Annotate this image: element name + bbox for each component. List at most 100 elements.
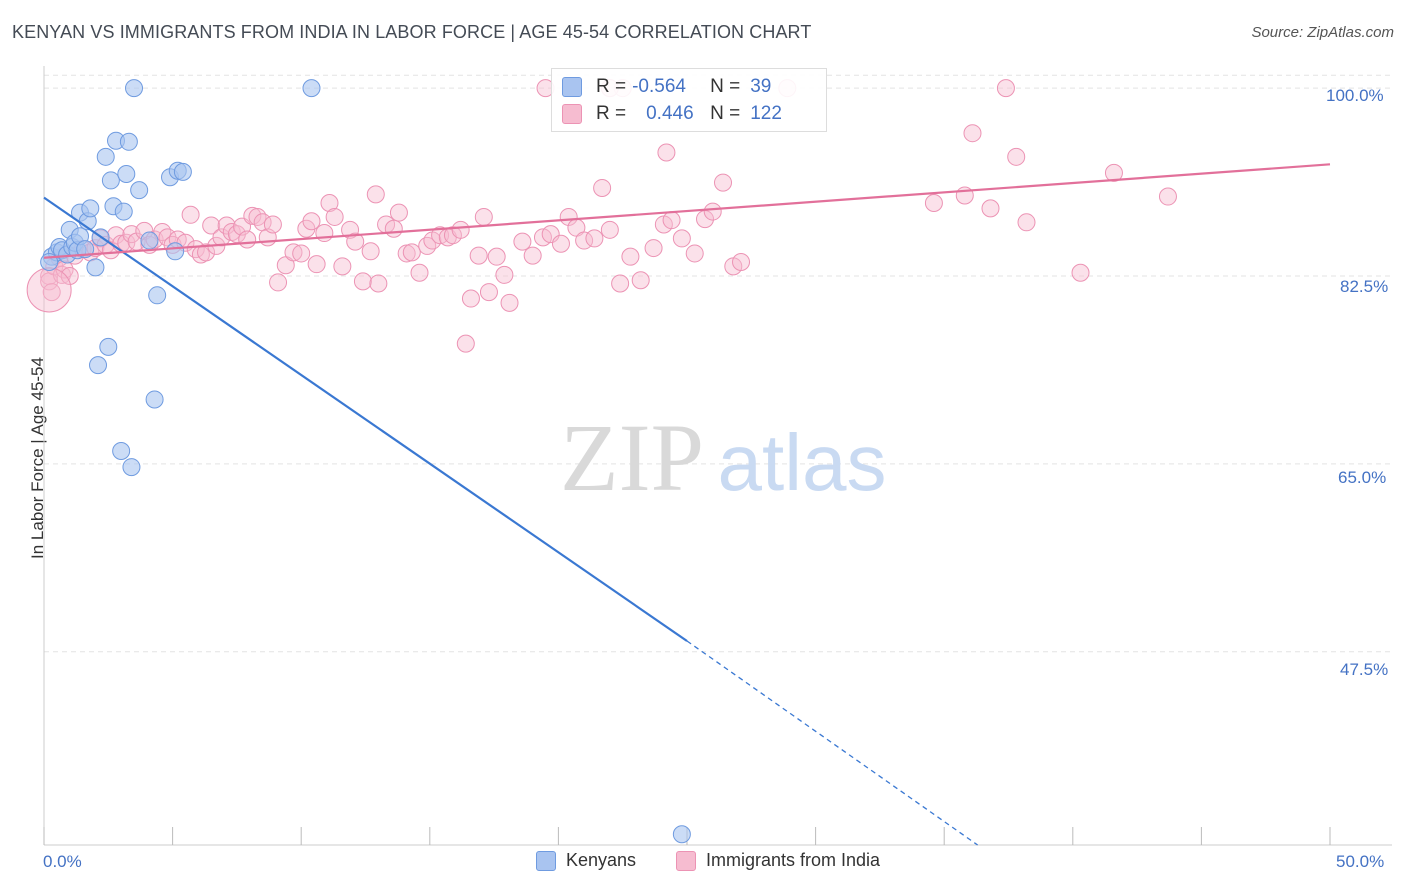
kenyan-point <box>122 458 141 477</box>
axes <box>43 66 1392 846</box>
watermark-atlas: atlas <box>718 418 887 507</box>
kenyan-point <box>112 441 131 460</box>
india-point <box>500 293 519 312</box>
india-point <box>631 271 650 290</box>
kenyan-point <box>140 231 159 250</box>
india-point <box>153 222 172 241</box>
r-label: R = <box>596 103 627 124</box>
india-point <box>418 236 437 255</box>
india-point <box>346 232 365 251</box>
r-value-india: 0.446 <box>646 103 694 124</box>
india-point <box>981 199 1000 218</box>
india-point <box>469 246 488 265</box>
india-point <box>410 263 429 282</box>
india-point <box>384 219 403 238</box>
kenyan-point <box>125 79 144 98</box>
india-point <box>366 185 385 204</box>
india-point <box>513 232 532 251</box>
gridlines <box>44 74 1392 653</box>
india-point <box>523 246 542 265</box>
n-label: N = <box>710 103 741 124</box>
india-point <box>42 283 61 302</box>
legend-kenyans-swatch <box>536 850 556 871</box>
x-tick-label-max: 50.0% <box>1336 852 1385 871</box>
india-point <box>1017 213 1036 232</box>
india-point <box>963 124 982 143</box>
kenyan-trend-extension <box>686 640 979 846</box>
kenyan-point <box>96 147 115 166</box>
india-point <box>703 202 722 221</box>
india-point <box>353 272 372 291</box>
y-tick-label: 82.5% <box>1340 277 1389 296</box>
kenyan-trend-line <box>43 196 688 642</box>
india-point <box>662 211 681 230</box>
n-label: N = <box>710 76 741 97</box>
india-point <box>361 242 380 261</box>
kenyan-point <box>99 337 118 356</box>
india-point <box>585 229 604 248</box>
r-label: R = <box>596 76 627 97</box>
india-point <box>292 244 311 263</box>
legend-item-india[interactable]: Immigrants from India <box>676 850 880 871</box>
india-point <box>474 207 493 226</box>
india-point <box>60 266 79 285</box>
india-point <box>431 226 450 245</box>
india-point <box>685 244 704 263</box>
india-point <box>657 143 676 162</box>
india-point <box>593 178 612 197</box>
kenyan-point <box>145 390 164 409</box>
india-point <box>325 207 344 226</box>
india-point <box>307 255 326 274</box>
india-point <box>456 334 475 353</box>
kenyan-point <box>302 79 321 98</box>
stats-row-india: R = 0.446 N = 122 <box>562 102 782 126</box>
watermark: ZIP atlas <box>560 404 886 511</box>
india-swatch <box>562 104 582 124</box>
india-point <box>302 212 321 231</box>
watermark-zip: ZIP <box>560 404 704 511</box>
india-trend-line <box>43 163 1331 259</box>
trend-lines <box>43 163 1331 846</box>
y-tick-label: 65.0% <box>1338 468 1387 487</box>
india-point <box>53 265 72 284</box>
correlation-stats-box: R = -0.564 N = 39 R = 0.446 N = 122 <box>551 68 827 132</box>
source-credit: Source: ZipAtlas.com <box>1251 24 1394 41</box>
india-point <box>243 206 262 225</box>
legend-india-swatch <box>676 850 696 871</box>
legend-item-kenyans[interactable]: Kenyans <box>536 850 636 871</box>
n-value-kenyans: 39 <box>750 76 772 97</box>
india-point <box>341 220 360 239</box>
india-point <box>621 247 640 266</box>
india-points <box>26 79 1177 353</box>
india-point <box>1071 263 1090 282</box>
india-point <box>186 240 205 259</box>
kenyan-point <box>81 199 100 218</box>
kenyans-swatch <box>562 77 582 97</box>
india-point <box>461 289 480 308</box>
n-value-india: 122 <box>750 103 782 124</box>
india-point <box>1104 163 1123 182</box>
legend-kenyans-label: Kenyans <box>566 850 637 870</box>
india-point <box>600 220 619 239</box>
chart-title: KENYAN VS IMMIGRANTS FROM INDIA IN LABOR… <box>12 22 812 42</box>
kenyan-point <box>117 164 136 183</box>
india-point <box>197 243 216 262</box>
stats-row-kenyans: R = -0.564 N = 39 <box>562 75 771 99</box>
india-point <box>269 273 288 292</box>
r-value-kenyans: -0.564 <box>632 76 686 97</box>
india-point-cluster <box>26 267 72 313</box>
kenyan-point <box>173 162 192 181</box>
y-tick-label: 100.0% <box>1326 86 1384 105</box>
india-point <box>263 215 282 234</box>
kenyan-point <box>130 181 149 200</box>
kenyan-point <box>89 356 108 375</box>
kenyan-point <box>672 825 691 844</box>
india-point <box>369 274 388 293</box>
india-point <box>333 257 352 276</box>
kenyan-point <box>86 258 105 277</box>
kenyan-point <box>101 171 120 190</box>
kenyan-point <box>119 132 138 151</box>
india-point <box>451 220 470 239</box>
x-tick-label-min: 0.0% <box>43 852 82 871</box>
